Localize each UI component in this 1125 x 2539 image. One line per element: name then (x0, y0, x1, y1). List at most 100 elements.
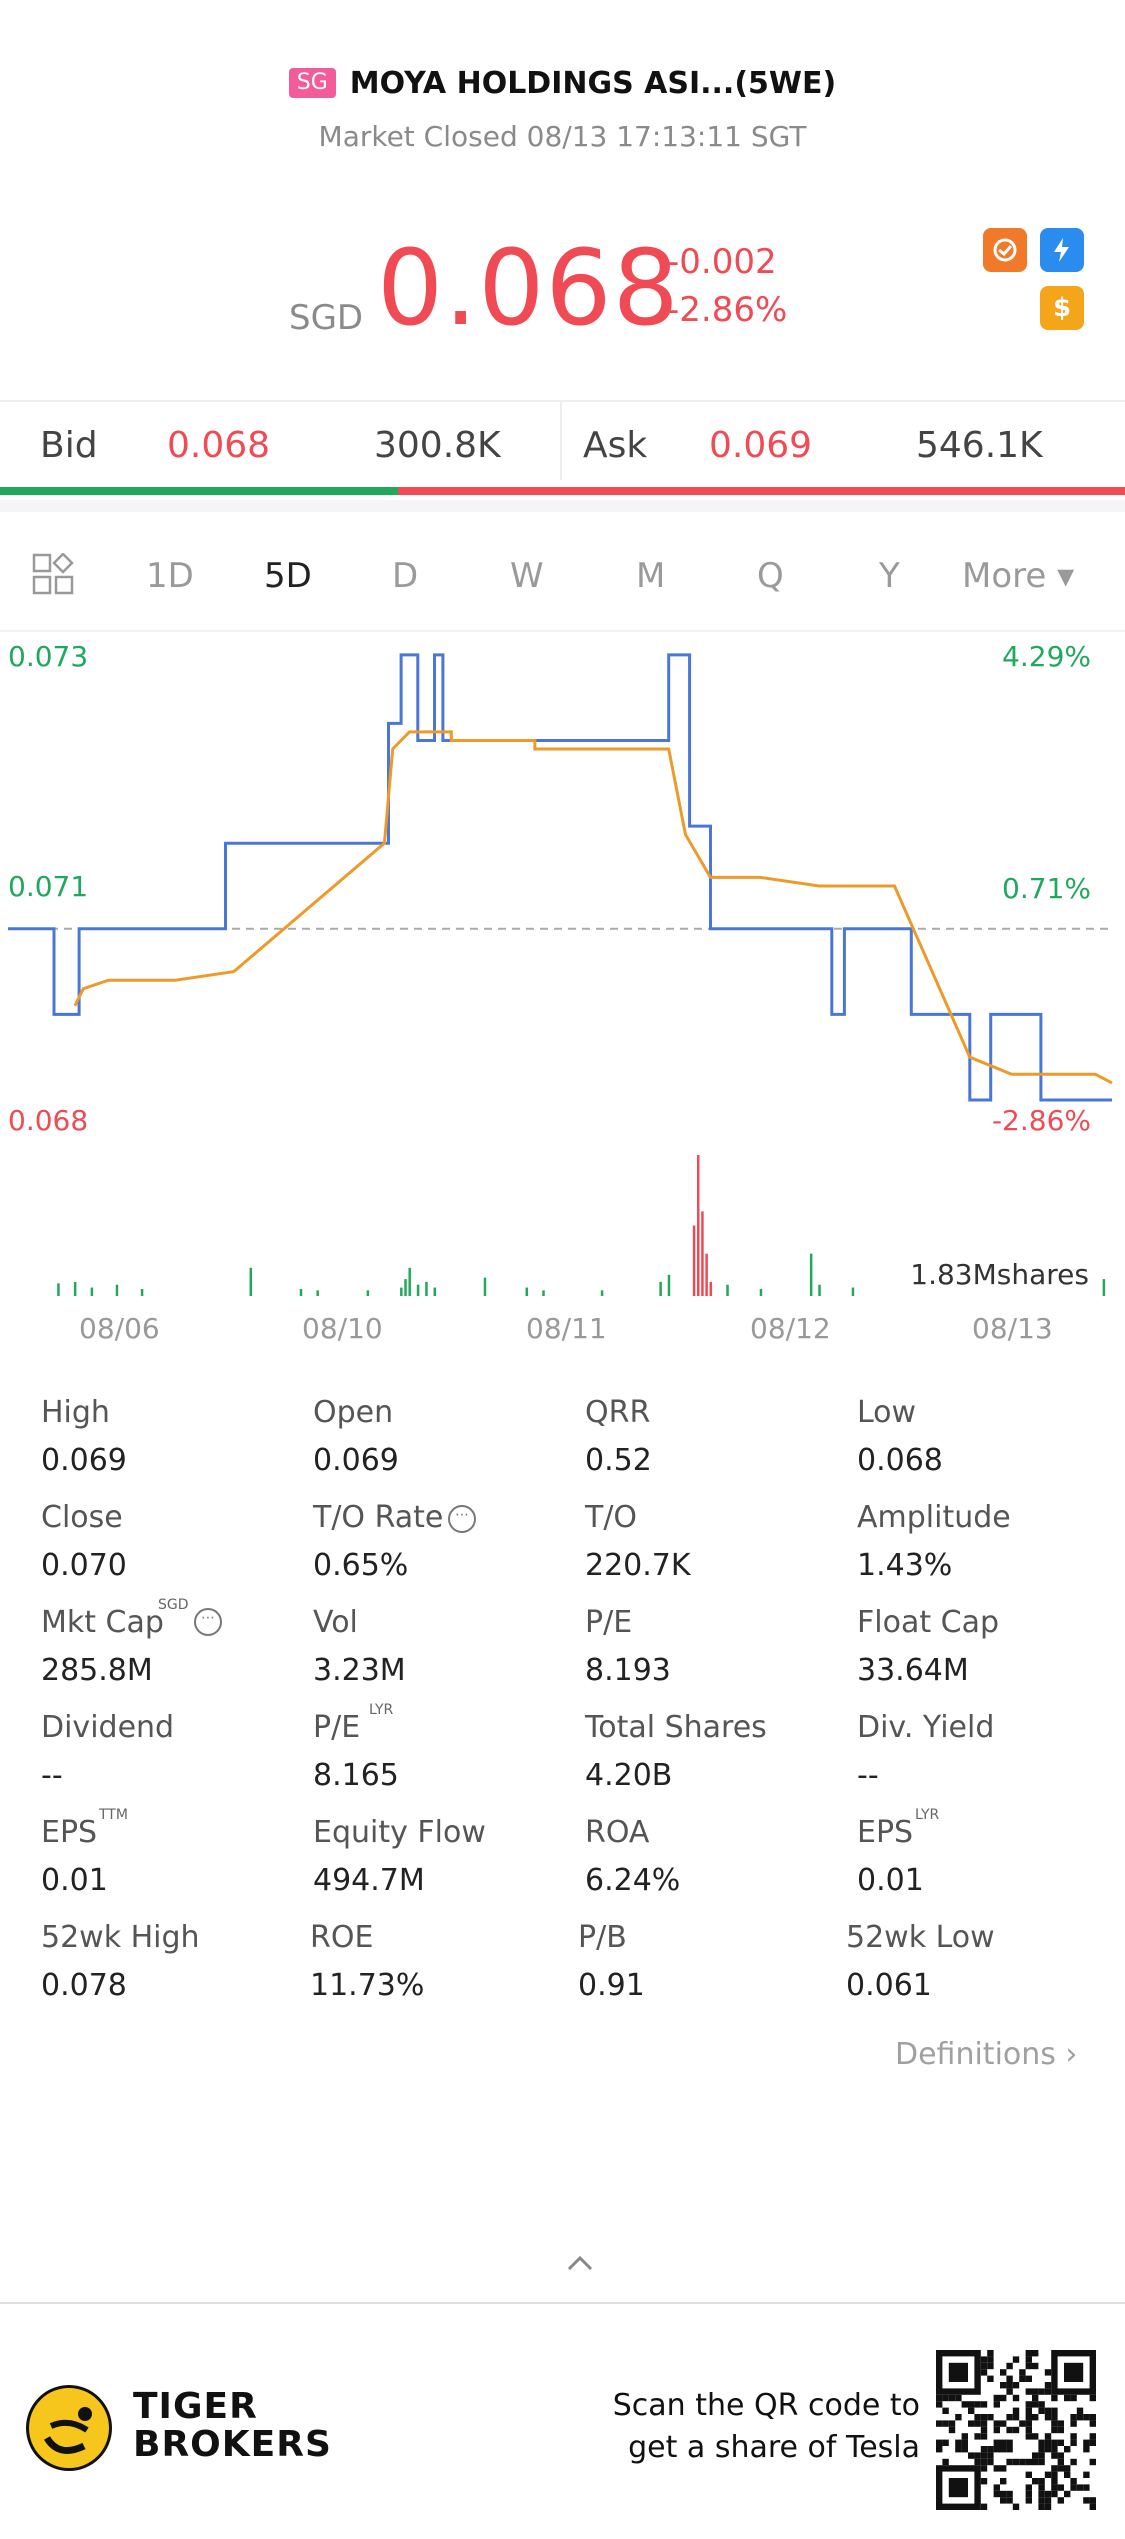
volume-bar (1102, 1279, 1106, 1296)
stat-value: 0.01 (41, 1863, 108, 1898)
stat-superscript: TTM (99, 1807, 128, 1823)
title-row: SG MOYA HOLDINGS ASI...(5WE) (0, 60, 1125, 106)
footer-divider (0, 2302, 1125, 2304)
volume-bar (249, 1267, 253, 1296)
volume-bar (57, 1283, 60, 1296)
stat-value: 8.193 (585, 1653, 671, 1688)
stat-label: Close (41, 1500, 123, 1535)
average-price-line (73, 730, 1113, 1085)
pct-label-top: 4.29% (1002, 640, 1091, 673)
stat-value: 0.069 (313, 1443, 399, 1478)
volume-bar (316, 1290, 319, 1296)
volume-bar (73, 1281, 77, 1296)
volume-bar (709, 1281, 713, 1296)
ask-size: 546.1K (916, 425, 1043, 466)
tab-d[interactable]: D (392, 556, 419, 596)
volume-bar (404, 1279, 407, 1296)
tiger-brokers-logo-icon (26, 2385, 112, 2471)
ask-volume-bar (398, 487, 1125, 495)
stat-label: P/E (313, 1710, 361, 1745)
y-label-mid: 0.071 (8, 870, 89, 903)
stat-label: ROE (310, 1920, 374, 1955)
currency-label: SGD (289, 298, 364, 338)
bid-price: 0.068 (167, 425, 271, 466)
volume-bar (726, 1284, 729, 1296)
stat-value: 8.165 (313, 1758, 399, 1793)
pct-label-bottom: -2.86% (991, 1104, 1091, 1137)
stat-label: Low (857, 1395, 917, 1430)
stat-label: T/O (585, 1500, 638, 1535)
price-chart[interactable] (0, 620, 1125, 1320)
divider (0, 400, 1125, 402)
chart-grid-icon[interactable] (32, 552, 74, 599)
stat-label: ROA (585, 1815, 650, 1850)
stat-value: 0.068 (857, 1443, 943, 1478)
sync-icon[interactable] (983, 228, 1027, 272)
stat-value: 0.52 (585, 1443, 652, 1478)
volume-bar (851, 1287, 855, 1296)
stat-label: Total Shares (585, 1710, 767, 1745)
stat-superscript: LYR (369, 1702, 394, 1718)
lightning-level1-icon[interactable] (1040, 228, 1084, 272)
divider (0, 630, 1125, 632)
volume-bar (525, 1287, 529, 1296)
bid-label: Bid (40, 425, 98, 466)
volume-bar (759, 1288, 763, 1296)
volume-bar (366, 1290, 370, 1296)
info-icon[interactable]: ⋯ (194, 1608, 222, 1636)
volume-bar (416, 1284, 420, 1296)
stat-label: QRR (585, 1395, 651, 1430)
stock-title[interactable]: MOYA HOLDINGS ASI...(5WE) (349, 65, 837, 101)
price-change-percent: -2.86% (667, 290, 788, 330)
ask-label: Ask (583, 425, 648, 466)
stat-value: 0.069 (41, 1443, 127, 1478)
volume-bar (818, 1284, 821, 1296)
stat-label: Mkt Cap (41, 1605, 164, 1640)
tab-y[interactable]: Y (879, 556, 900, 596)
stat-label: P/B (578, 1920, 627, 1955)
brand-line-1: TIGER (133, 2386, 258, 2427)
stat-value: 494.7M (313, 1863, 425, 1898)
stat-superscript: LYR (915, 1807, 940, 1823)
price-line (8, 653, 1112, 1102)
stat-label: Vol (313, 1605, 358, 1640)
stat-value: 0.078 (41, 1968, 127, 2003)
stat-value: 0.01 (857, 1863, 924, 1898)
stat-value: 285.8M (41, 1653, 153, 1688)
stat-label: Div. Yield (857, 1710, 995, 1745)
tab-m[interactable]: M (636, 556, 666, 596)
y-label-top: 0.073 (8, 640, 89, 673)
last-price: 0.068 (377, 227, 680, 349)
tab-q[interactable]: Q (757, 556, 784, 596)
volume-bar (705, 1253, 708, 1296)
stat-label: 52wk Low (846, 1920, 995, 1955)
info-icon[interactable]: ⋯ (448, 1505, 476, 1533)
dollar-icon[interactable]: $ (1040, 286, 1084, 330)
qr-code (936, 2350, 1096, 2510)
stat-value: 0.070 (41, 1548, 127, 1583)
stat-value: 33.64M (857, 1653, 969, 1688)
stat-label: T/O Rate (313, 1500, 444, 1535)
stat-label: EPS (857, 1815, 914, 1850)
volume-bar (809, 1253, 813, 1296)
tab-w[interactable]: W (510, 556, 544, 596)
volume-bar (692, 1225, 696, 1296)
market-status: Market Closed 08/13 17:13:11 SGT (318, 120, 807, 153)
volume-bar (299, 1288, 303, 1296)
volume-bar (433, 1287, 437, 1296)
volume-label: 1.83Mshares (910, 1258, 1089, 1291)
brand-line-2: BROKERS (133, 2424, 332, 2465)
collapse-chevron-icon[interactable] (565, 2242, 595, 2282)
x-tick-label: 08/11 (526, 1312, 607, 1345)
stat-value: 1.43% (857, 1548, 953, 1583)
tab-more[interactable]: More ▾ (962, 556, 1075, 596)
bidask-divider (560, 402, 562, 480)
definitions-link[interactable]: Definitions › (895, 2037, 1078, 2072)
stat-label: Equity Flow (313, 1815, 486, 1850)
tab-5d[interactable]: 5D (264, 556, 312, 596)
price-change: -0.002 (667, 242, 777, 282)
tab-1d[interactable]: 1D (146, 556, 194, 596)
x-tick-label: 08/10 (302, 1312, 383, 1345)
volume-bar (701, 1211, 704, 1296)
y-label-bottom: 0.068 (8, 1104, 89, 1137)
